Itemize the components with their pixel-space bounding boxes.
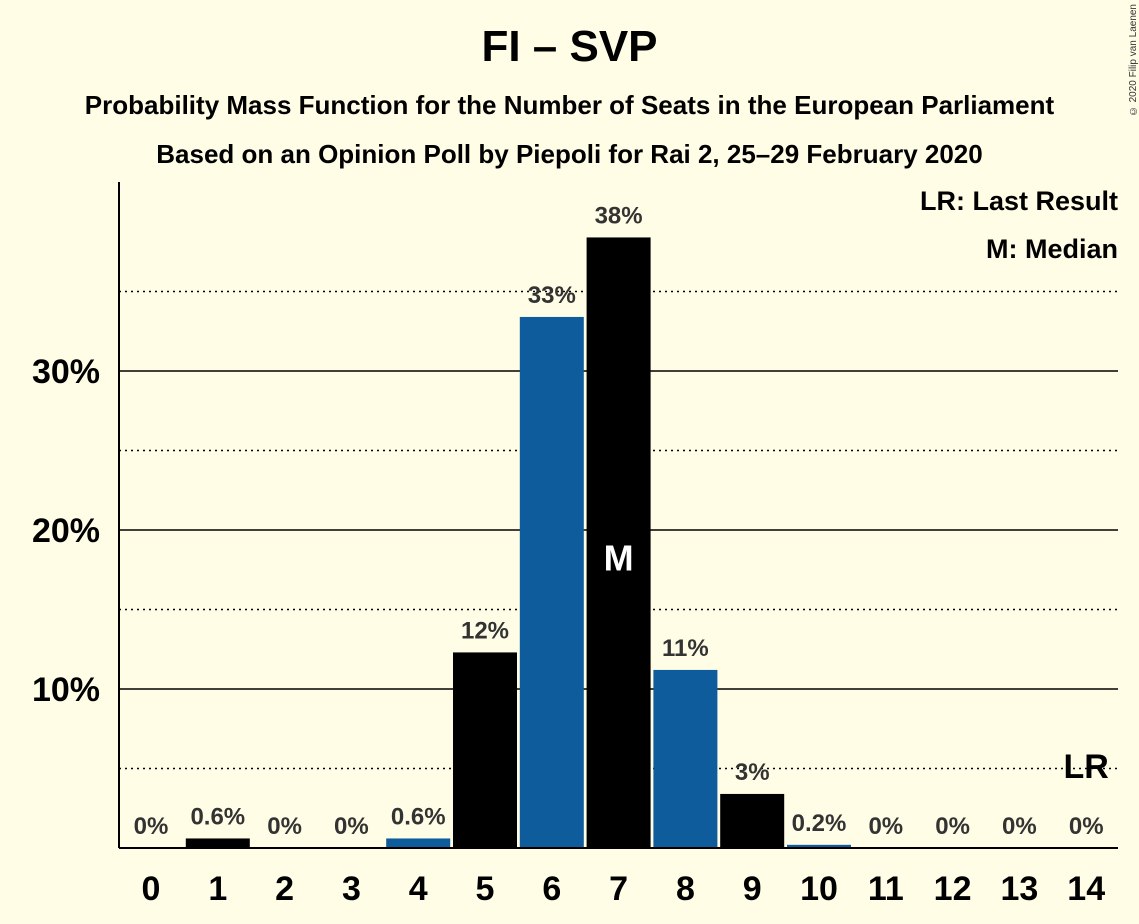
x-tick-label: 4 xyxy=(409,870,428,908)
chart-title: FI – SVP xyxy=(481,22,658,71)
x-tick-label: 7 xyxy=(609,870,628,908)
axes: 10%20%30%0 1 2 3 4 5 6 7 8 9 10 11 12 13 14 xyxy=(32,182,1118,908)
bar-seat-9 xyxy=(720,793,785,848)
legend-last-result: LR: Last Result xyxy=(920,186,1118,216)
x-tick-label: 14 xyxy=(1067,870,1105,908)
legend-median: M: Median xyxy=(986,234,1118,264)
x-tick-label: 12 xyxy=(934,870,972,908)
bars xyxy=(185,237,851,848)
y-tick-label: 20% xyxy=(32,512,100,550)
x-tick-label: 9 xyxy=(743,870,762,908)
value-label-seat-10: 0.2% xyxy=(792,810,847,837)
value-label-seat-11: 0% xyxy=(868,813,903,840)
bar-seat-1 xyxy=(185,838,250,848)
x-tick-label: 3 xyxy=(342,870,361,908)
bar-seat-7 xyxy=(586,237,651,848)
x-tick-label: 6 xyxy=(542,870,561,908)
value-label-seat-7: 38% xyxy=(595,202,643,229)
bar-seat-8 xyxy=(653,669,718,848)
value-label-seat-2: 0% xyxy=(267,813,302,840)
value-label-seat-9: 3% xyxy=(735,759,770,786)
median-marker: M xyxy=(604,538,634,579)
value-labels: 0% 0.6% 0% 0% 0.6% 12% 33% 38% 11% 3% 0.2% 0% 0% 0% 0%… xyxy=(134,202,1109,840)
bar-seat-6 xyxy=(519,316,584,848)
x-tick-label: 5 xyxy=(476,870,495,908)
value-label-seat-14: 0% xyxy=(1069,813,1104,840)
x-tick-label: 11 xyxy=(868,870,904,908)
value-label-seat-6: 33% xyxy=(528,282,576,309)
value-label-seat-0: 0% xyxy=(134,813,169,840)
value-label-seat-3: 0% xyxy=(334,813,369,840)
last-result-marker: LR xyxy=(1064,748,1109,786)
value-label-seat-1: 0.6% xyxy=(190,803,245,830)
value-label-seat-13: 0% xyxy=(1002,813,1037,840)
bar-seat-4 xyxy=(386,838,451,848)
chart-subtitle-2: Based on an Opinion Poll by Piepoli for … xyxy=(156,139,983,169)
y-tick-label: 30% xyxy=(32,353,100,391)
value-label-seat-4: 0.6% xyxy=(391,803,446,830)
x-tick-label: 13 xyxy=(1000,870,1038,908)
value-label-seat-8: 11% xyxy=(662,635,709,662)
x-tick-label: 1 xyxy=(208,870,227,908)
chart-subtitle-1: Probability Mass Function for the Number… xyxy=(84,90,1055,120)
x-tick-label: 8 xyxy=(676,870,695,908)
value-label-seat-12: 0% xyxy=(935,813,970,840)
x-tick-label: 2 xyxy=(275,870,294,908)
x-tick-label: 10 xyxy=(800,870,838,908)
x-tick-label: 0 xyxy=(142,870,161,908)
value-label-seat-5: 12% xyxy=(461,617,509,644)
bar-seat-10 xyxy=(787,844,851,848)
bar-seat-5 xyxy=(453,652,517,848)
y-tick-label: 10% xyxy=(32,671,100,709)
